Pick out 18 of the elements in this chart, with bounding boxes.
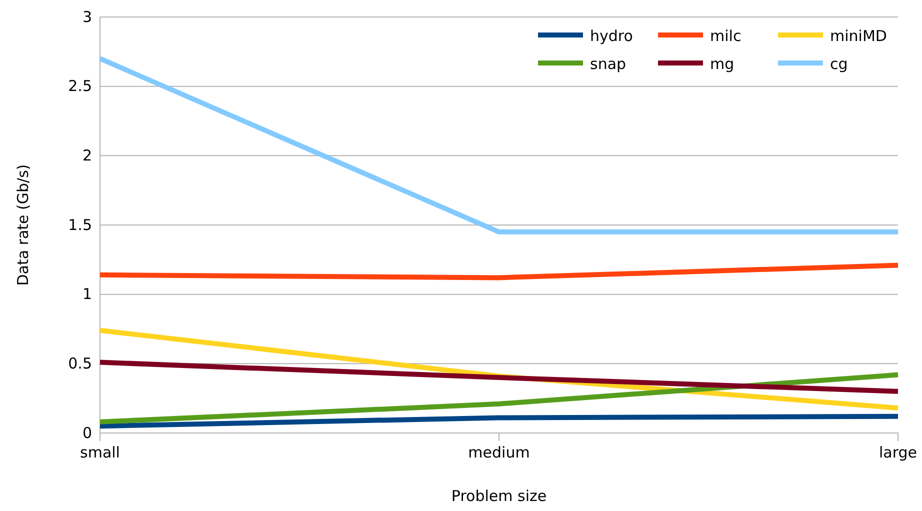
- x-tick-label: medium: [468, 444, 530, 462]
- y-tick-label: 2: [82, 146, 92, 164]
- y-tick-label: 0.5: [68, 354, 92, 372]
- x-tick-label: large: [878, 444, 918, 462]
- legend-label: miniMD: [830, 27, 887, 45]
- legend-label: milc: [710, 27, 742, 45]
- legend-label: cg: [830, 55, 848, 73]
- y-tick-label: 3: [82, 8, 92, 26]
- x-tick-label: small: [80, 444, 120, 462]
- y-axis-title: Data rate (Gb/s): [14, 164, 32, 286]
- y-tick-label: 1: [82, 285, 92, 304]
- legend-label: mg: [710, 55, 734, 73]
- y-tick-label: 0: [82, 424, 92, 442]
- legend-label: hydro: [590, 27, 633, 45]
- y-tick-label: 1.5: [68, 216, 92, 234]
- legend-label: snap: [590, 55, 626, 73]
- x-axis-title: Problem size: [451, 487, 547, 505]
- y-tick-label: 2.5: [68, 77, 92, 96]
